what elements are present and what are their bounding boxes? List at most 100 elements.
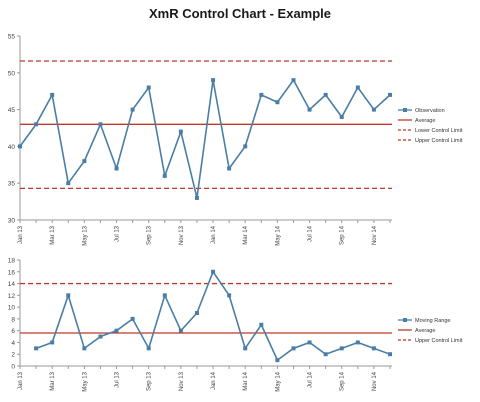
data-point-marker [388, 92, 392, 97]
x-tick-label: Jul 14 [308, 225, 314, 242]
chart-title: XmR Control Chart - Example [148, 6, 332, 21]
x-tick-label: Nov 13 [179, 225, 185, 245]
legend-label: Average [415, 328, 435, 334]
x-tick-label: Mar 13 [50, 225, 56, 244]
data-point-marker [34, 122, 39, 127]
data-point-marker [66, 181, 71, 186]
data-point-marker [82, 346, 87, 351]
x-tick-label: Nov 13 [179, 371, 185, 391]
moving-range-series-line [35, 270, 391, 362]
y-tick-label: 18 [8, 258, 16, 265]
y-tick-label: 16 [8, 269, 16, 276]
y-tick-label: 8 [11, 316, 15, 323]
data-point-marker [178, 328, 183, 333]
data-point-marker [114, 328, 119, 333]
x-tick-label: Sep 14 [340, 225, 346, 245]
x-tick-label: Mar 14 [243, 371, 249, 390]
data-point-marker [82, 159, 87, 164]
y-tick-label: 2 [11, 352, 15, 359]
data-point-marker [114, 166, 119, 171]
data-point-marker [243, 346, 248, 351]
legend-label: Upper Control Limit [415, 338, 463, 344]
data-point-marker [243, 144, 248, 149]
legend-marker [403, 318, 407, 322]
data-point-marker [388, 352, 392, 357]
data-point-marker [34, 346, 39, 351]
data-point-marker [227, 293, 232, 298]
data-point-marker [339, 114, 344, 119]
data-point-marker [98, 334, 103, 339]
moving-range-chart-panel: 0 2 4 6 8 10 12 14 16 18 Jan 13 Mar 13 May 13 Jul 13 S… [8, 258, 463, 392]
y-tick-label: 35 [8, 181, 16, 188]
legend-label: Average [415, 118, 435, 124]
data-point-marker [307, 107, 312, 112]
data-point-marker [259, 92, 264, 97]
legend-label: Moving Range [415, 318, 450, 324]
data-point-marker [291, 78, 296, 83]
x-tick-label: Sep 14 [340, 371, 346, 391]
x-tick-label: May 13 [82, 225, 88, 245]
data-point-marker [50, 92, 55, 97]
data-point-marker [275, 100, 280, 105]
y-tick-label: 55 [8, 34, 16, 41]
x-tick-label: May 14 [275, 371, 281, 391]
data-point-marker [130, 316, 135, 321]
x-tick-label: May 14 [275, 225, 281, 245]
y-tick-label: 14 [8, 281, 16, 288]
data-point-marker [227, 166, 232, 171]
data-point-marker [66, 293, 71, 298]
x-tick-label: Jan 14 [211, 371, 217, 390]
data-point-marker [323, 352, 328, 357]
data-point-marker [130, 107, 135, 112]
data-point-marker [146, 346, 151, 351]
data-point-marker [323, 92, 328, 97]
x-tick-label: Jan 13 [18, 225, 24, 244]
x-tick-label: Mar 14 [243, 225, 249, 244]
legend-label: Lower Control Limit [415, 128, 463, 134]
observation-chart-panel: 30 35 40 45 50 55 Jan 13 Mar 13 May 13 Jul 13 Sep … [8, 34, 463, 246]
data-point-marker [371, 107, 376, 112]
legend-marker [403, 108, 407, 112]
x-tick-label: Nov 14 [372, 371, 378, 391]
x-tick-label: Sep 13 [147, 225, 153, 245]
data-point-marker [259, 322, 264, 327]
x-tick-label: Jul 13 [115, 225, 121, 242]
y-tick-label: 10 [8, 305, 16, 312]
data-point-marker [291, 346, 296, 351]
data-point-marker [178, 129, 183, 134]
data-point-marker [211, 269, 216, 274]
y-tick-label: 12 [8, 293, 16, 300]
y-tick-label: 30 [8, 218, 16, 225]
observation-series-line [19, 78, 391, 199]
y-tick-label: 6 [11, 328, 15, 335]
x-tick-label: Jul 13 [115, 371, 121, 388]
data-point-marker [307, 340, 312, 345]
data-point-marker [50, 340, 55, 345]
x-tick-label: Jul 14 [308, 371, 314, 388]
y-tick-label: 0 [11, 364, 15, 371]
legend-label: Observation [415, 108, 445, 114]
x-tick-label: Nov 14 [372, 225, 378, 245]
y-tick-label: 4 [11, 340, 15, 347]
data-point-marker [98, 122, 103, 127]
x-tick-label: Sep 13 [147, 371, 153, 391]
data-point-marker [194, 195, 199, 200]
data-point-marker [18, 144, 22, 149]
x-tick-label: May 13 [82, 371, 88, 391]
y-tick-label: 45 [8, 107, 16, 114]
x-tick-label: Jan 13 [18, 371, 24, 390]
data-point-marker [146, 85, 151, 90]
data-point-marker [162, 173, 167, 178]
data-point-marker [162, 293, 167, 298]
data-point-marker [339, 346, 344, 351]
legend-label: Upper Control Limit [415, 138, 463, 144]
y-tick-label: 50 [8, 70, 16, 77]
x-tick-label: Mar 13 [50, 371, 56, 390]
data-point-marker [275, 358, 280, 363]
data-point-marker [371, 346, 376, 351]
x-tick-label: Jan 14 [211, 225, 217, 244]
y-tick-label: 40 [8, 144, 16, 151]
data-point-marker [211, 78, 216, 83]
data-point-marker [355, 340, 360, 345]
